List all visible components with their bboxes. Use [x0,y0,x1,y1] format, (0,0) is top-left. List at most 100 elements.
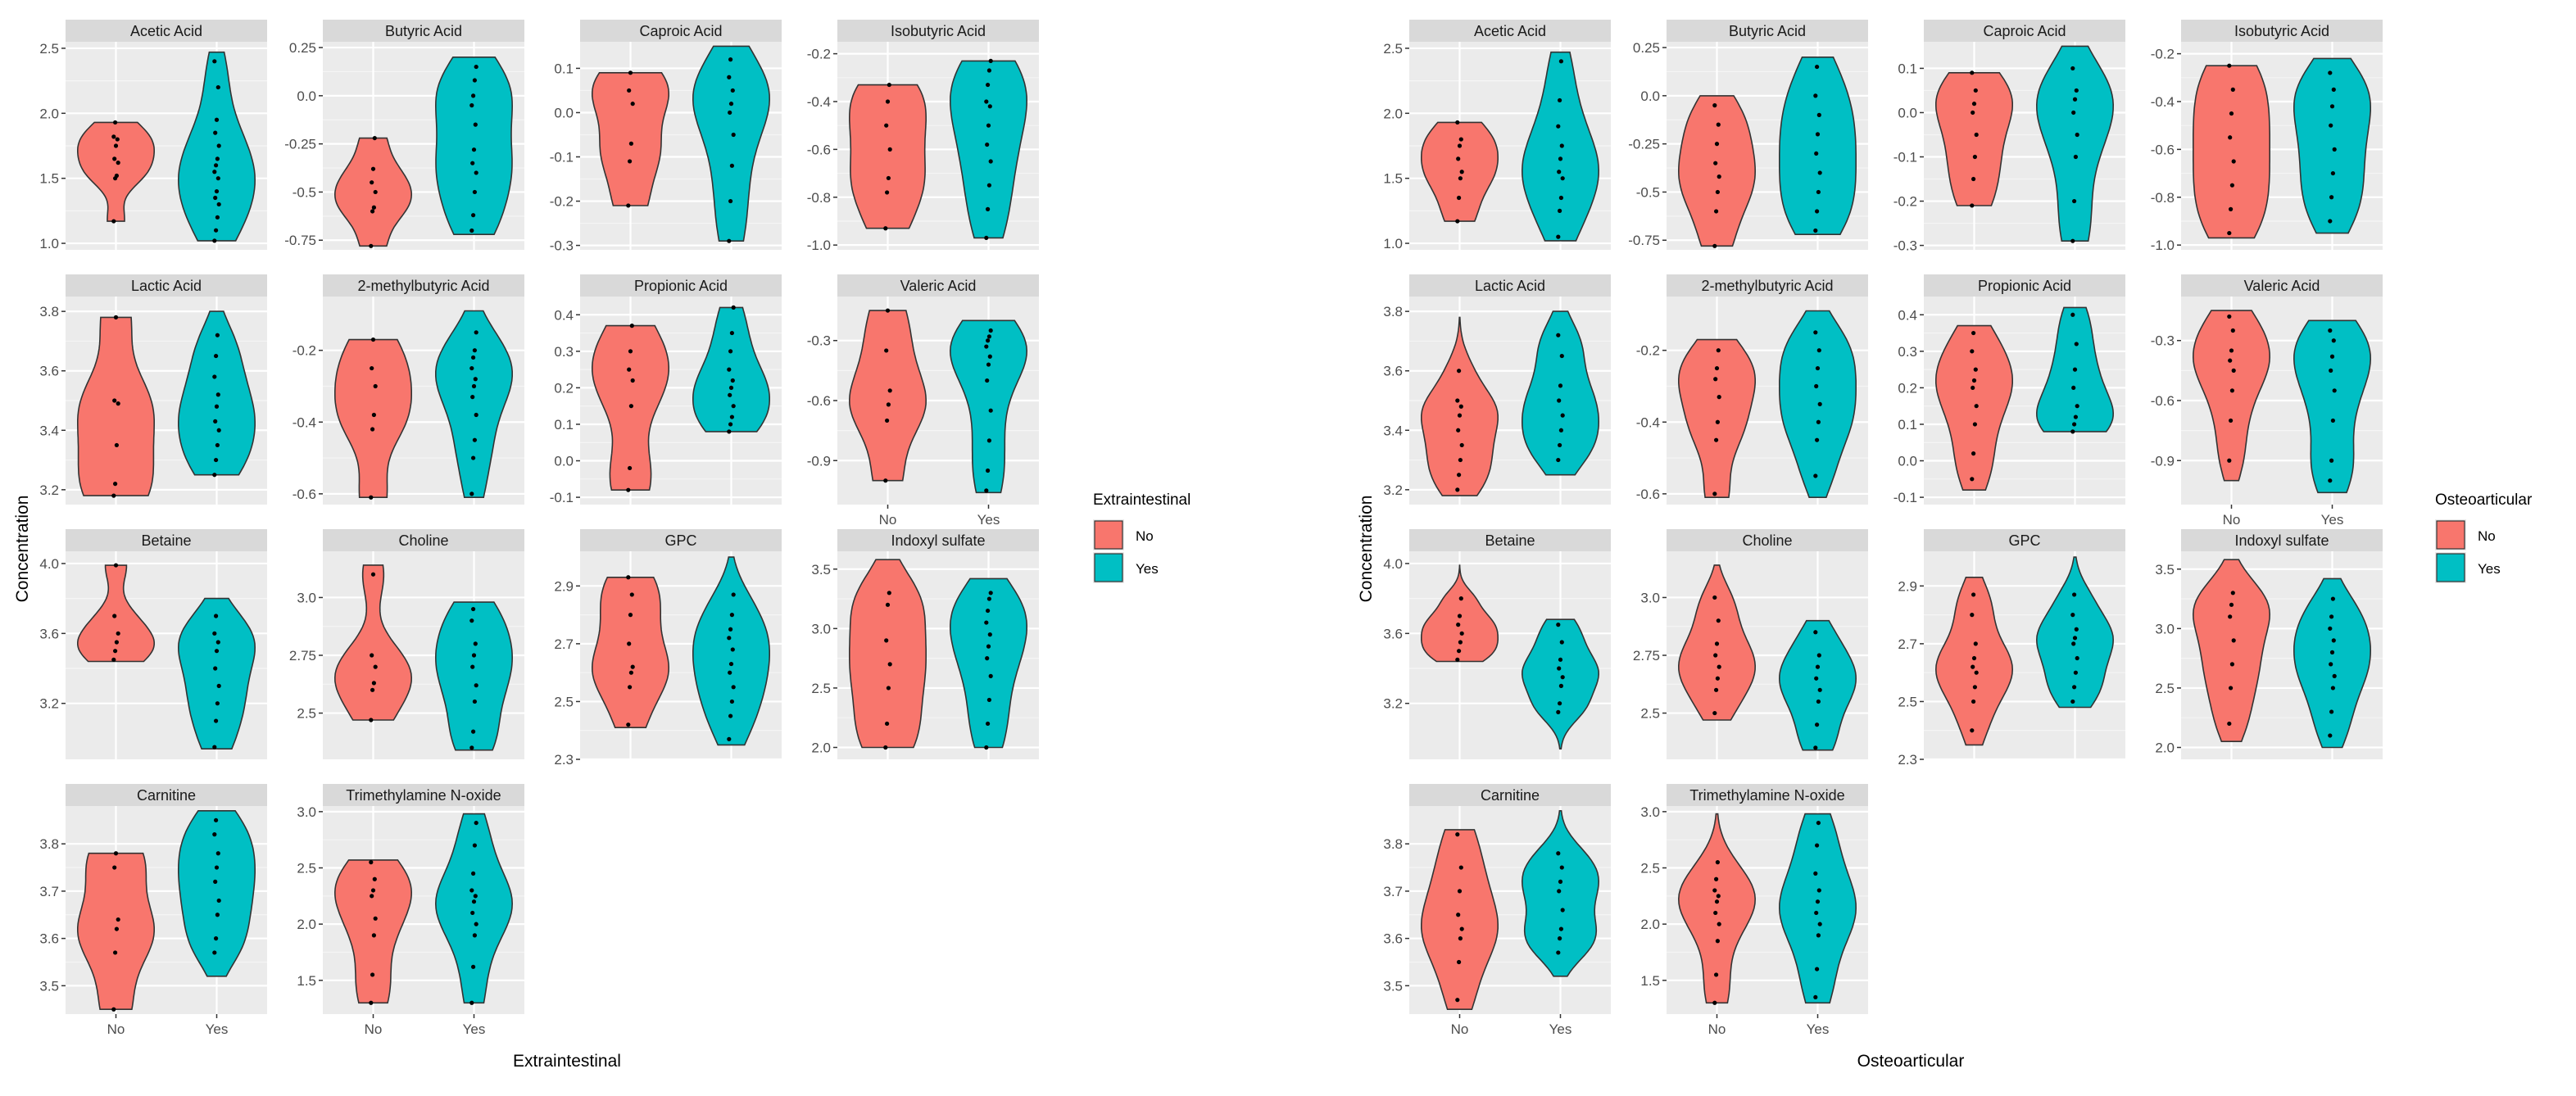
data-point [1712,888,1717,893]
data-point [1558,657,1563,662]
data-point [1458,176,1463,181]
violin-yes [434,813,514,1004]
data-point [988,58,993,63]
data-point [1558,879,1563,884]
data-point [2332,147,2337,152]
violin-no [1421,829,1499,1010]
data-point [469,365,474,371]
data-point [628,465,633,471]
data-point [212,832,217,837]
data-point [2229,418,2234,423]
data-point [984,620,989,625]
data-point [371,681,376,686]
data-point [1556,457,1561,463]
data-point [1972,685,1977,690]
data-point [212,745,217,750]
data-point [1813,228,1818,233]
data-point [1813,994,1818,1000]
y-tick-label: 3.2 [39,696,59,712]
data-point [370,337,376,342]
data-point [2070,238,2075,243]
y-tick-label: 0.2 [1898,380,1917,396]
y-tick-label: -0.3 [2151,333,2175,349]
data-point [370,972,375,977]
data-point [1715,860,1720,865]
data-point [2229,662,2234,667]
y-tick-label: 2.5 [1640,861,1660,876]
data-point [1457,649,1462,654]
data-point [372,135,377,141]
data-point [728,670,732,675]
data-point [369,718,374,722]
x-tick-label: No [879,512,897,528]
data-point [214,614,219,618]
y-tick-label: 3.5 [1383,978,1403,994]
data-point [215,333,220,337]
data-point [986,82,991,88]
data-point [988,408,993,413]
data-point [471,213,476,218]
data-point [727,367,732,372]
facet-title: Trimethylamine N-oxide [346,787,501,804]
y-tick-label: -0.2 [1893,194,1917,210]
data-point [114,926,119,931]
data-point [471,355,476,360]
facet-title: GPC [2008,532,2040,549]
data-point [2329,123,2333,128]
violin-no [1421,121,1499,222]
y-tick-label: 2.0 [297,917,316,932]
data-point [1714,687,1719,692]
data-point [2231,159,2236,164]
data-point [1817,922,1822,926]
violin-yes [1521,310,1600,476]
facet-panel: 2-methylbutyric Acid -0.6 -0.4 -0.2 [1636,274,1868,505]
data-point [1558,208,1562,213]
data-point [114,173,119,179]
data-point [1816,653,1821,658]
violin-no [77,564,155,663]
data-point [471,871,476,876]
y-tick-label: -0.8 [2151,190,2175,206]
data-point [216,428,221,433]
violin-no [1935,72,2013,206]
data-point [731,404,736,409]
data-point [2071,641,2076,646]
data-point [727,75,732,79]
data-point [1973,88,1978,93]
y-tick-label: -0.1 [1893,150,1917,165]
data-point [1971,451,1976,456]
data-point [2070,312,2075,317]
data-point [727,238,732,243]
facet-strip [580,529,782,551]
y-tick-label: -0.2 [807,47,831,62]
data-point [2229,183,2234,188]
violin-no [849,84,927,229]
data-point [1715,676,1720,681]
y-tick-label: -0.2 [2151,47,2175,62]
data-point [1813,330,1818,335]
data-point [471,899,477,904]
data-point [1712,595,1717,600]
data-point [2070,613,2075,618]
data-point [215,851,220,856]
x-axis-title: Extraintestinal [513,1052,621,1071]
data-point [885,602,891,607]
violin-no [77,316,155,496]
data-point [1714,899,1720,904]
y-tick-label: 2.5 [1383,41,1403,57]
data-point [1971,664,1975,669]
data-point [885,721,890,727]
data-point [988,328,993,333]
facet-strip [2181,20,2383,42]
data-point [214,718,219,723]
data-point [215,215,220,220]
y-axis-title: Concentration [1357,496,1376,603]
facet-panel: Butyric Acid -0.75 -0.5 -0.25 0.0 0.25 [1628,20,1868,250]
x-tick-label: No [1708,1021,1726,1037]
facet-panel: Acetic Acid 1.0 1.5 2.0 2.5 [39,20,267,251]
data-point [114,442,119,448]
facet-title: Choline [398,532,448,549]
data-point [215,392,220,397]
y-tick-label: 2.3 [1898,752,1917,768]
y-tick-label: -0.4 [1636,414,1660,430]
